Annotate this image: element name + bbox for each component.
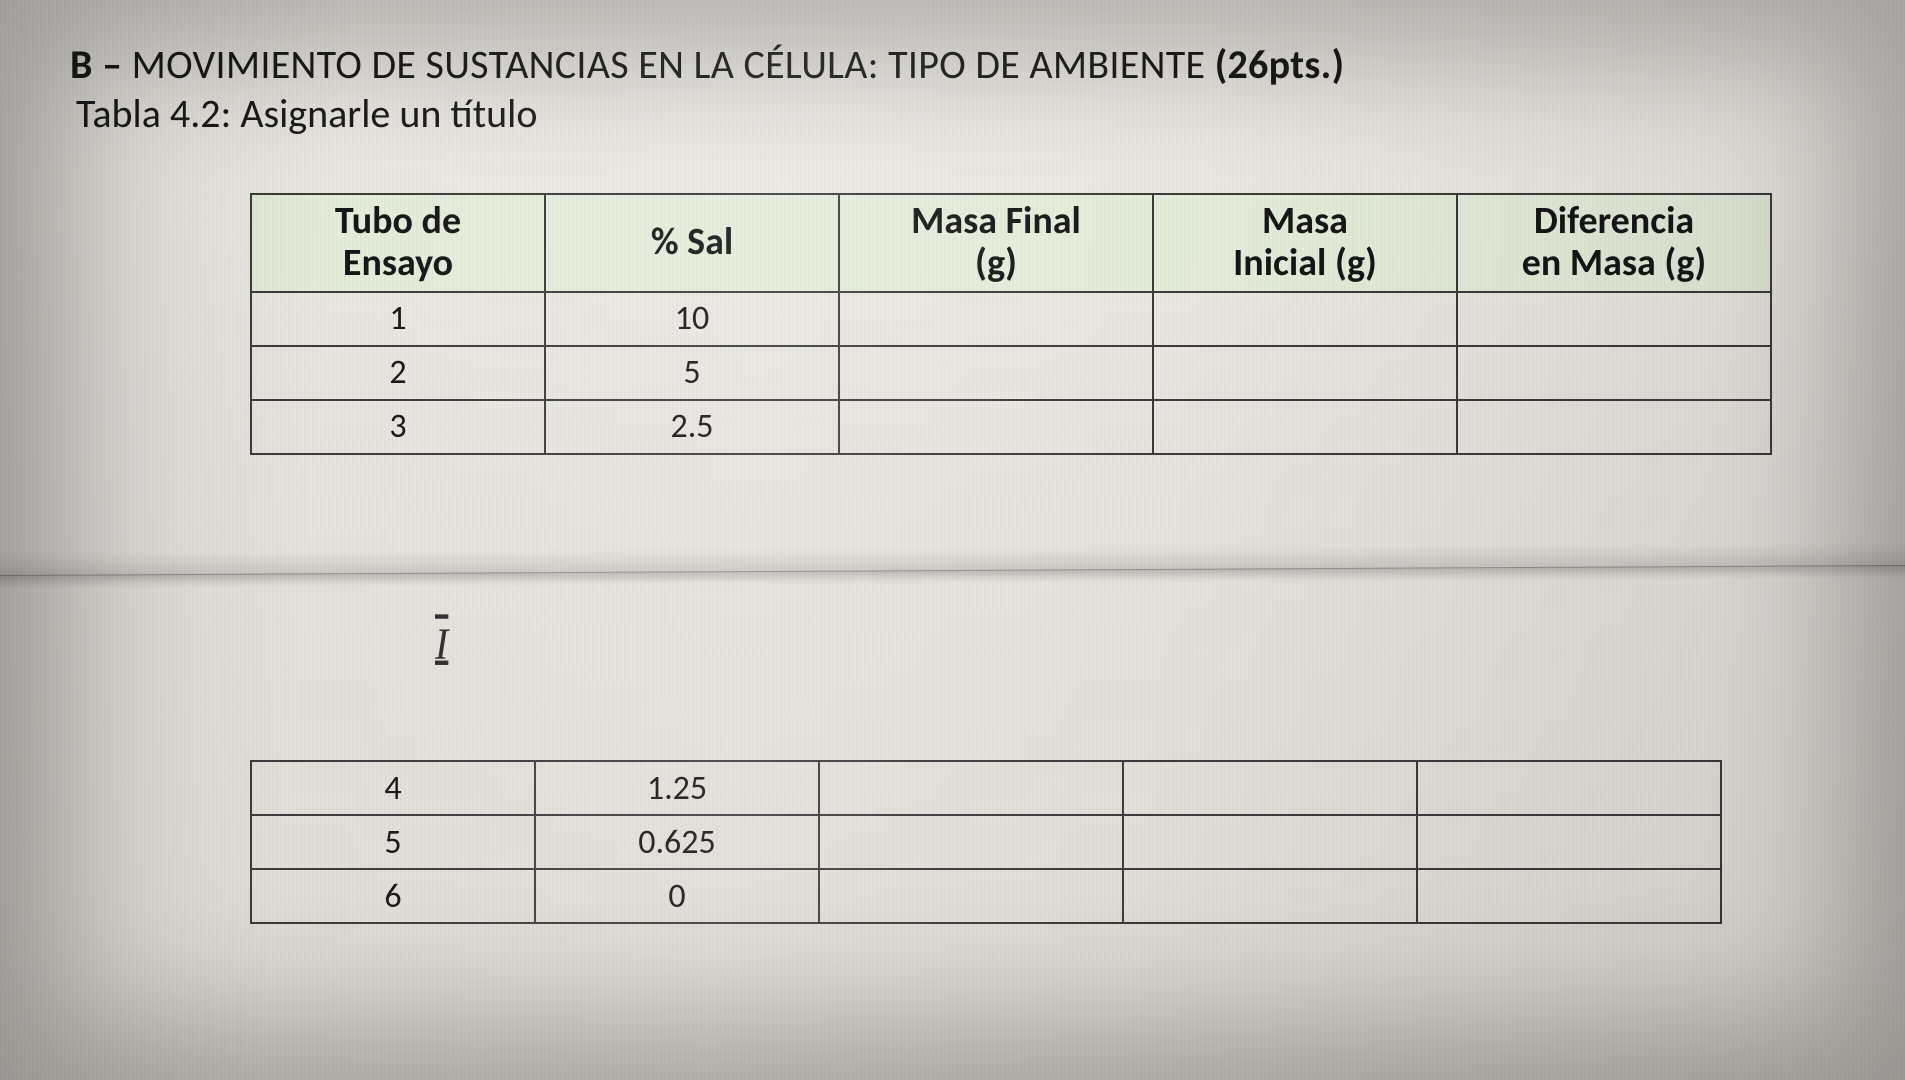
cell-sal: 10 [545, 292, 839, 346]
table-row: 4 1.25 [251, 761, 1721, 815]
cell-diff [1417, 815, 1721, 869]
data-table-top: Tubo de Ensayo % Sal Masa Final (g) Masa… [250, 193, 1845, 455]
cell-sal: 5 [545, 346, 839, 400]
col-header-tubo-l1: Tubo de [258, 201, 538, 243]
cell-sal: 0.625 [535, 815, 819, 869]
col-header-mini: Masa Inicial (g) [1153, 194, 1457, 292]
cell-diff [1457, 292, 1771, 346]
cell-tubo: 4 [251, 761, 535, 815]
cell-tubo: 2 [251, 346, 545, 400]
cell-diff [1417, 869, 1721, 923]
table-top: Tubo de Ensayo % Sal Masa Final (g) Masa… [250, 193, 1772, 455]
cell-mfin [839, 400, 1153, 454]
col-header-sal: % Sal [545, 194, 839, 292]
cell-mini [1123, 761, 1417, 815]
table-header-row: Tubo de Ensayo % Sal Masa Final (g) Masa… [251, 194, 1771, 292]
table-row: 3 2.5 [251, 400, 1771, 454]
col-header-diff: Diferencia en Masa (g) [1457, 194, 1771, 292]
col-header-mini-l2: Inicial (g) [1160, 243, 1450, 285]
cell-mfin [839, 346, 1153, 400]
cell-diff [1417, 761, 1721, 815]
section-dash: – [93, 40, 132, 89]
table-row: 2 5 [251, 346, 1771, 400]
page-break-shadow [0, 565, 1905, 588]
table-row: 6 0 [251, 869, 1721, 923]
cell-mfin [819, 869, 1123, 923]
text-cursor-icon [435, 618, 448, 670]
col-header-tubo: Tubo de Ensayo [251, 194, 545, 292]
col-header-sal-l1: % Sal [552, 222, 832, 264]
col-header-mfin: Masa Final (g) [839, 194, 1153, 292]
section-title: MOVIMIENTO DE SUSTANCIAS EN LA CÉLULA: T… [132, 40, 1215, 89]
cell-mini [1153, 400, 1457, 454]
cell-tubo: 3 [251, 400, 545, 454]
cell-tubo: 6 [251, 869, 535, 923]
section-points: (26pts.) [1215, 40, 1345, 89]
data-table-bottom: 4 1.25 5 0.625 6 0 [250, 760, 1722, 924]
cell-mini [1153, 292, 1457, 346]
document-page: B – MOVIMIENTO DE SUSTANCIAS EN LA CÉLUL… [0, 0, 1905, 1080]
cell-mfin [819, 815, 1123, 869]
cell-tubo: 1 [251, 292, 545, 346]
cell-mini [1123, 815, 1417, 869]
col-header-mfin-l1: Masa Final [846, 201, 1146, 243]
section-letter: B [70, 40, 93, 89]
table-bottom: 4 1.25 5 0.625 6 0 [250, 760, 1722, 924]
cell-mfin [819, 761, 1123, 815]
cell-diff [1457, 346, 1771, 400]
col-header-diff-l2: en Masa (g) [1464, 243, 1764, 285]
cell-tubo: 5 [251, 815, 535, 869]
col-header-mini-l1: Masa [1160, 201, 1450, 243]
cell-mini [1153, 346, 1457, 400]
col-header-diff-l1: Diferencia [1464, 201, 1764, 243]
cell-mfin [839, 292, 1153, 346]
table-row: 5 0.625 [251, 815, 1721, 869]
cell-mini [1123, 869, 1417, 923]
cell-sal: 0 [535, 869, 819, 923]
cell-sal: 1.25 [535, 761, 819, 815]
col-header-tubo-l2: Ensayo [258, 243, 538, 285]
cell-diff [1457, 400, 1771, 454]
table-row: 1 10 [251, 292, 1771, 346]
col-header-mfin-l2: (g) [846, 243, 1146, 285]
table-caption: Tabla 4.2: Asignarle un título [76, 89, 1845, 138]
section-heading: B – MOVIMIENTO DE SUSTANCIAS EN LA CÉLUL… [70, 40, 1845, 89]
cell-sal: 2.5 [545, 400, 839, 454]
